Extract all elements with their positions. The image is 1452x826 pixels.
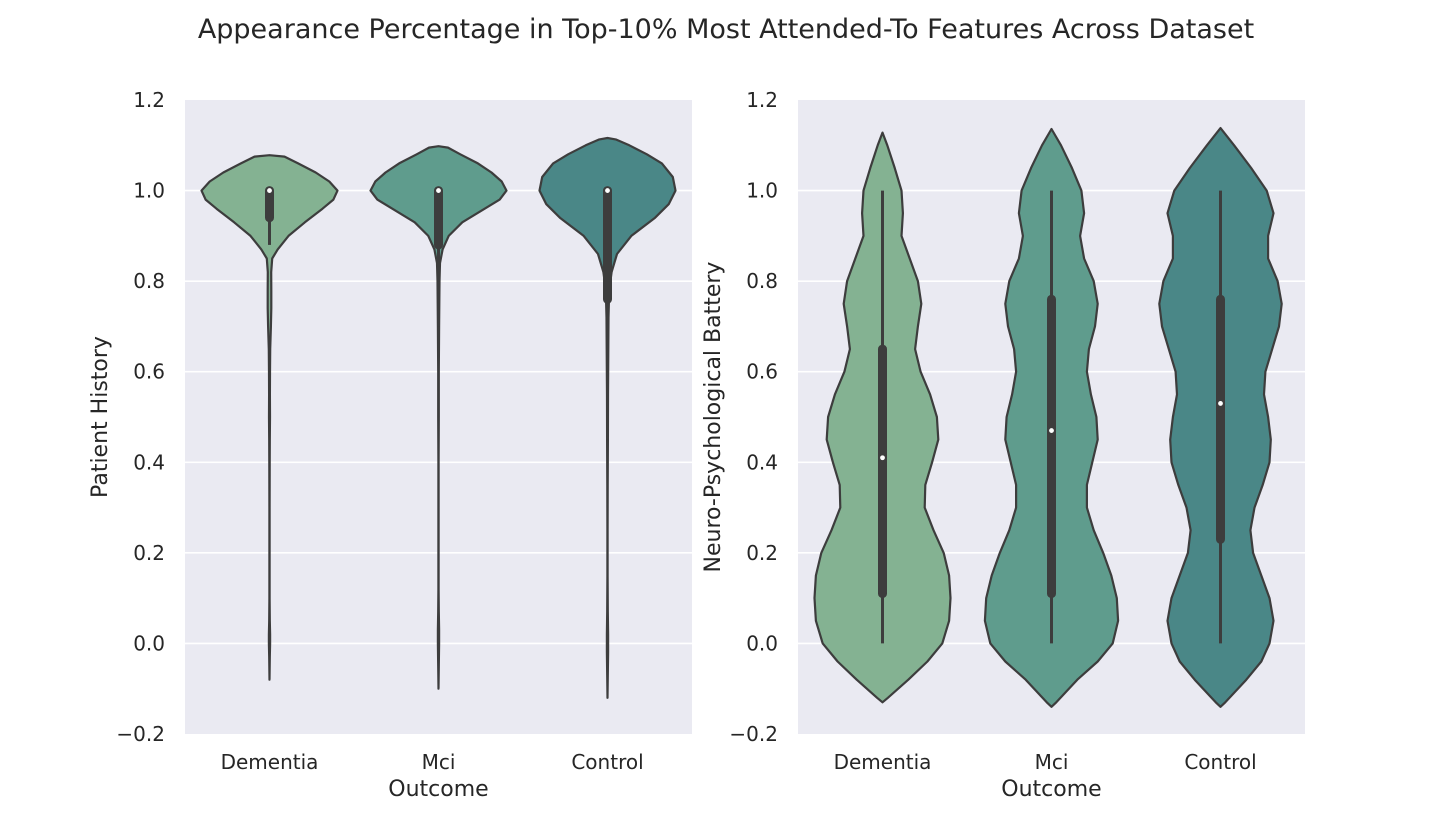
y-tick-label: 0.6	[133, 360, 165, 384]
y-tick-label: 0.8	[133, 269, 165, 293]
median-point-control	[605, 188, 610, 193]
median-point-dementia	[880, 455, 885, 461]
y-tick-label: 0.0	[133, 631, 165, 655]
x-tick-label-dementia: Dementia	[834, 750, 932, 774]
y-tick-label: 0.2	[746, 541, 778, 565]
y-tick-label: 0.4	[746, 450, 778, 474]
y-tick-label: 0.0	[746, 631, 778, 655]
x-tick-label-dementia: Dementia	[221, 750, 319, 774]
x-axis-label: Outcome	[1001, 777, 1101, 802]
x-tick-label-control: Control	[1184, 750, 1256, 774]
y-tick-label: −0.2	[116, 722, 165, 746]
figure-title: Appearance Percentage in Top-10% Most At…	[198, 14, 1254, 45]
y-tick-label: 0.8	[746, 269, 778, 293]
violin-dementia	[200, 154, 339, 681]
violin-panel-2: 1.2 1.0 0.8 0.6 0.4 0.2 0.0 −0.2 Dementia Mci Cont…	[701, 88, 1305, 802]
x-tick-label-mci: Mci	[422, 750, 456, 774]
y-tick-label: 1.2	[133, 88, 165, 112]
median-point-mci	[1049, 428, 1054, 433]
y-tick-label: 0.2	[133, 541, 165, 565]
x-tick-label-control: Control	[571, 750, 643, 774]
x-tick-label-mci: Mci	[1035, 750, 1069, 774]
y-axis-label: Patient History	[88, 336, 113, 498]
y-tick-label: 1.0	[133, 179, 165, 203]
violin-panel-1: 1.2 1.0 0.8 0.6 0.4 0.2 0.0 −0.2 Dementia Mci Cont…	[88, 88, 692, 802]
x-axis-label: Outcome	[388, 777, 488, 802]
y-tick-label: 1.2	[746, 88, 778, 112]
y-axis-label: Neuro-Psychological Battery	[701, 262, 726, 573]
y-tick-label: −0.2	[729, 722, 778, 746]
violin-mci	[369, 145, 508, 690]
median-point-mci	[436, 188, 441, 193]
y-tick-label: 0.6	[746, 360, 778, 384]
y-tick-label: 1.0	[746, 179, 778, 203]
y-tick-label: 0.4	[133, 450, 165, 474]
median-point-dementia	[267, 188, 272, 193]
median-point-control	[1218, 401, 1223, 406]
